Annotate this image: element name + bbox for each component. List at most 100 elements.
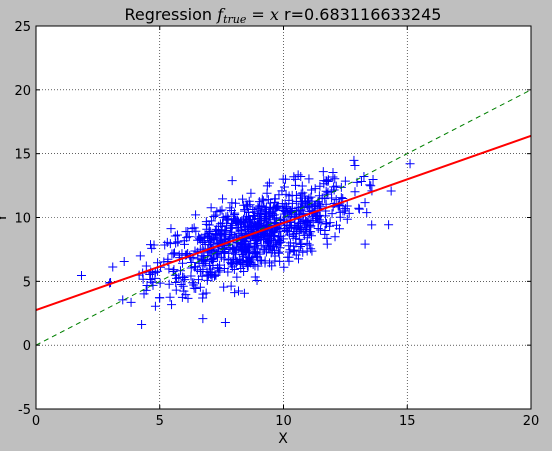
regression-lines xyxy=(35,89,532,346)
y-tick-label: 0 xyxy=(23,339,31,354)
x-tick-label: 10 xyxy=(275,414,292,429)
scatter-point xyxy=(252,275,262,285)
scatter-point xyxy=(384,220,394,230)
scatter-point xyxy=(238,194,248,204)
scatter-point xyxy=(318,167,328,177)
scatter-point xyxy=(405,159,415,169)
scatter-point xyxy=(305,227,315,237)
scatter-point xyxy=(302,246,312,256)
scatter-point xyxy=(263,195,273,205)
scatter-point xyxy=(186,271,196,281)
scatter-point xyxy=(285,245,295,255)
scatter-point xyxy=(266,202,276,212)
scatter-point xyxy=(300,191,310,201)
y-tick-label: -5 xyxy=(18,403,31,418)
scatter-point xyxy=(212,231,222,241)
scatter-point xyxy=(267,261,277,271)
scatter-point xyxy=(206,203,216,213)
scatter-point xyxy=(222,215,232,225)
scatter-point xyxy=(291,196,301,206)
scatter-point xyxy=(209,211,219,221)
grid xyxy=(36,26,531,409)
scatter-point xyxy=(294,234,304,244)
scatter-point xyxy=(247,223,257,233)
scatter-point xyxy=(270,256,280,266)
scatter-point xyxy=(178,258,188,268)
scatter-point xyxy=(179,286,189,296)
scatter-point xyxy=(164,264,174,274)
scatter-point xyxy=(260,256,270,266)
scatter-point xyxy=(219,282,229,292)
scatter-point xyxy=(244,196,254,206)
scatter-point xyxy=(195,282,205,292)
scatter-point xyxy=(305,201,315,211)
scatter-point xyxy=(344,208,354,218)
scatter-point xyxy=(218,194,228,204)
scatter-point xyxy=(359,171,369,181)
scatter-point xyxy=(178,272,188,282)
scatter-point xyxy=(350,161,360,171)
scatter-point xyxy=(213,252,223,262)
scatter-point xyxy=(177,249,187,259)
scatter-point xyxy=(319,179,329,189)
scatter-point xyxy=(253,203,263,213)
scatter-point xyxy=(118,295,128,305)
scatter-point xyxy=(190,262,200,272)
scatter-point xyxy=(195,234,205,244)
scatter-point xyxy=(271,203,281,213)
scatter-point xyxy=(302,233,312,243)
scatter-point xyxy=(227,176,237,186)
scatter-point xyxy=(239,288,249,298)
scatter-point xyxy=(327,209,337,219)
scatter-point xyxy=(342,214,352,224)
scatter-point xyxy=(327,193,337,203)
scatter-point xyxy=(176,279,186,289)
scatter-point xyxy=(349,155,359,165)
scatter-point xyxy=(255,206,265,216)
scatter-point xyxy=(226,281,236,291)
scatter-point xyxy=(284,252,294,262)
scatter-point xyxy=(306,192,316,202)
scatter-point xyxy=(279,203,289,213)
scatter-point xyxy=(306,221,316,231)
scatter-point xyxy=(289,246,299,256)
y-tick-label: 25 xyxy=(14,20,31,35)
x-tick-label: 15 xyxy=(399,414,416,429)
scatter-point xyxy=(228,253,238,263)
x-tick-label: 20 xyxy=(523,414,540,429)
scatter-point xyxy=(201,288,211,298)
scatter-point xyxy=(150,273,160,283)
scatter-point xyxy=(232,257,242,267)
scatter-point xyxy=(256,240,266,250)
scatter-point xyxy=(126,297,136,307)
scatter-point xyxy=(340,204,350,214)
scatter-point xyxy=(238,258,248,268)
scatter-point xyxy=(267,227,277,237)
scatter-point xyxy=(195,267,205,277)
scatter-point xyxy=(226,218,236,228)
scatter-point xyxy=(291,233,301,243)
scatter-point xyxy=(257,230,267,240)
scatter-point xyxy=(323,177,333,187)
scatter-point xyxy=(330,232,340,242)
scatter-point xyxy=(246,188,256,198)
scatter-point xyxy=(139,289,149,299)
scatter-point xyxy=(284,241,294,251)
scatter-point xyxy=(248,205,258,215)
scatter-point xyxy=(304,229,314,239)
scatter-point xyxy=(296,172,306,182)
y-tick-label: 10 xyxy=(14,212,31,227)
scatter-point xyxy=(169,249,179,259)
chart-title: Regression ftrue = x r=0.683116633245 xyxy=(125,5,442,26)
scatter-point xyxy=(285,221,295,231)
scatter-point xyxy=(210,210,220,220)
scatter-point xyxy=(108,262,118,272)
scatter-point xyxy=(225,203,235,213)
scatter-point xyxy=(245,257,255,267)
scatter-point xyxy=(350,187,360,197)
scatter-point xyxy=(232,272,242,282)
scatter-point xyxy=(236,263,246,273)
scatter-point xyxy=(145,240,155,250)
title-math-rest: = x xyxy=(246,5,279,24)
scatter-point xyxy=(142,281,152,291)
